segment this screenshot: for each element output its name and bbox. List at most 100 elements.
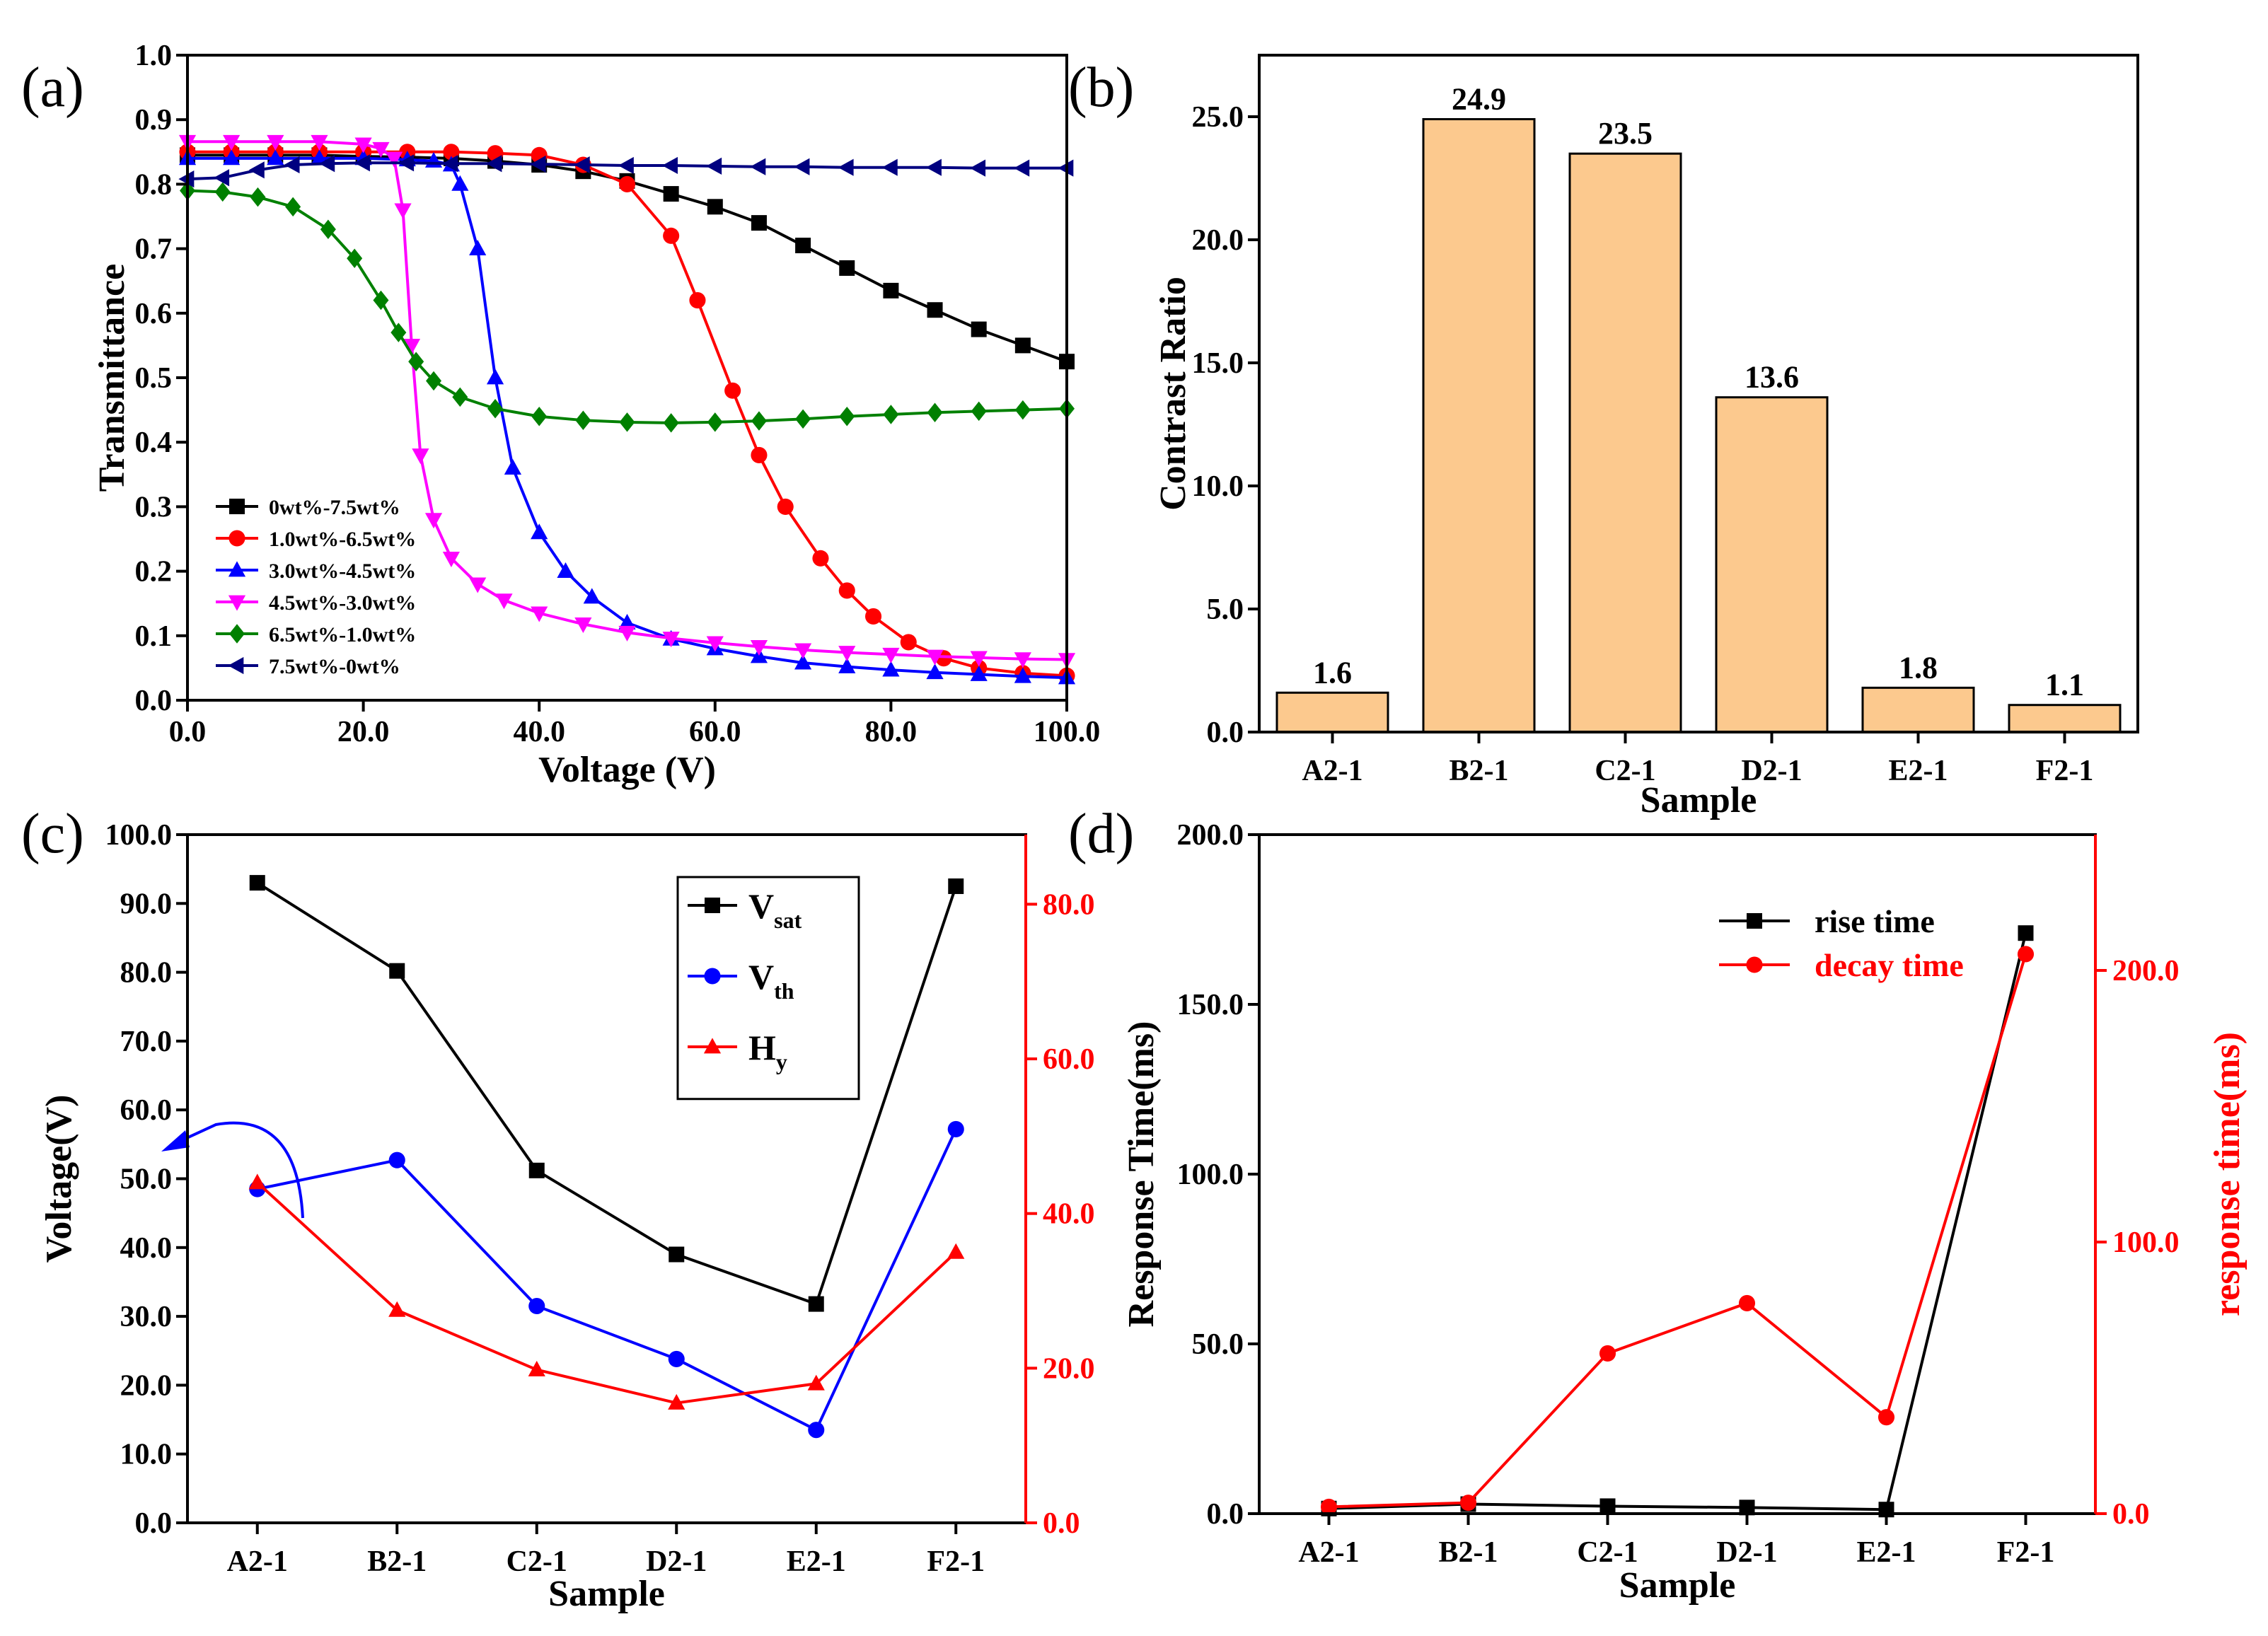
x-axis-a-tick-label: 100.0 — [1034, 716, 1101, 748]
data-point-c-0-1 — [389, 963, 405, 979]
data-point-a-0-18 — [971, 321, 987, 337]
data-point-d-0-3 — [1739, 1499, 1755, 1516]
data-point-a-5-13 — [706, 157, 722, 175]
data-point-a-3-16 — [618, 625, 636, 642]
data-point-a-2-24 — [1014, 667, 1031, 683]
data-point-a-5-19 — [970, 159, 986, 177]
data-point-a-1-18 — [864, 608, 882, 625]
data-point-a-4-10 — [452, 387, 468, 407]
data-point-a-4-11 — [487, 399, 504, 419]
data-point-a-5-7 — [442, 155, 458, 173]
data-point-c-1-5 — [947, 1120, 964, 1137]
bar-value-label: 1.1 — [2045, 668, 2084, 702]
legend-marker-c-0 — [705, 898, 720, 913]
data-point-a-2-8 — [451, 175, 469, 191]
x-axis-a-tick-label: 0.0 — [169, 716, 207, 748]
data-point-c-0-3 — [669, 1246, 685, 1263]
data-point-a-4-19 — [839, 406, 855, 427]
data-point-a-3-3 — [311, 134, 328, 151]
x-axis-title-b: Sample — [1641, 780, 1757, 820]
data-point-c-0-2 — [528, 1162, 545, 1178]
data-point-a-2-2 — [267, 149, 284, 166]
y2-axis-c-tick-label: 20.0 — [1043, 1352, 1095, 1385]
legend-marker-a-0 — [229, 499, 245, 514]
x-axis-d-xtick-label: F2-1 — [1997, 1536, 2055, 1569]
legend-marker-a-2 — [228, 561, 246, 577]
y-axis-b-tick-label: 0.0 — [1207, 717, 1244, 749]
x-axis-title-d: Sample — [1619, 1565, 1736, 1606]
y-axis-a-tick-label: 0.5 — [135, 362, 173, 395]
legend-label-a-1: 1.0wt%-6.5wt% — [269, 528, 416, 551]
data-point-a-1-17 — [838, 582, 855, 599]
data-point-a-4-12 — [531, 406, 548, 427]
annotation-arrowhead — [161, 1130, 190, 1151]
y-axis-d-tick-label: 150.0 — [1177, 989, 1244, 1021]
data-point-a-3-7 — [394, 203, 412, 219]
data-point-a-1-10 — [618, 175, 636, 192]
data-point-a-2-21 — [882, 661, 900, 677]
y-axis-b-tick-label: 10.0 — [1192, 470, 1244, 503]
plot-frame-b — [1258, 54, 2139, 733]
data-point-a-2-10 — [486, 369, 504, 385]
data-point-a-4-8 — [408, 352, 424, 371]
panel-a-label: (a) — [21, 57, 84, 119]
series-c-vth — [249, 1120, 964, 1439]
y2-axis-d-tick-label: 100.0 — [2112, 1226, 2180, 1259]
series-a-5 — [178, 154, 1074, 188]
x-axis-b-xtick-label: B2-1 — [1450, 755, 1509, 787]
bar-f2-1 — [2008, 704, 2122, 733]
data-point-a-0-12 — [707, 199, 723, 215]
data-point-c-2-0 — [248, 1173, 266, 1190]
x-axis-d-xtick-label: E2-1 — [1857, 1536, 1916, 1569]
x-axis-a-tick-label: 40.0 — [513, 716, 565, 748]
x-axis-b-xtick-label: A2-1 — [1302, 755, 1362, 787]
data-point-c-2-2 — [528, 1360, 545, 1376]
panel-c-voltage-chart: 0.0 10.0 20.0 30.0 40.0 50.0 60.0 70.0 80.0 90.0 1… — [39, 819, 1095, 1614]
series-line-c-1 — [257, 1128, 958, 1432]
legend-marker-c-1 — [704, 968, 721, 985]
bar-value-label: 13.6 — [1745, 360, 1799, 395]
x-axis-a-tick-label: 80.0 — [865, 716, 918, 748]
legend-label-c-0: Vsat — [748, 886, 802, 933]
data-point-d-1-5 — [2017, 946, 2035, 963]
data-point-a-3-10 — [424, 513, 443, 529]
series-line-c-0 — [256, 881, 958, 1306]
data-point-a-3-25 — [1014, 652, 1031, 668]
x-axis-b-xtick-label: C2-1 — [1595, 755, 1655, 787]
y2-axis-c-tick-label: 40.0 — [1043, 1198, 1095, 1231]
series-line-a-2 — [187, 156, 1068, 680]
data-point-a-3-22 — [882, 647, 900, 663]
x-axis-d-xtick-label: B2-1 — [1439, 1536, 1498, 1569]
data-point-a-4-20 — [883, 405, 899, 424]
y-axis-b-tick-label: 25.0 — [1192, 101, 1244, 134]
data-point-d-0-5 — [2018, 925, 2034, 941]
y-axis-a-tick-label: 0.1 — [135, 620, 173, 653]
bar-a2-1 — [1275, 691, 1389, 733]
y-axis-d-tick-label: 50.0 — [1192, 1328, 1244, 1361]
bar-e2-1 — [1861, 686, 1975, 733]
legend-label-d-0: rise time — [1815, 903, 1935, 939]
y-axis-title-d: Response Time(ms) — [1121, 1021, 1162, 1328]
panel-d-label: (d) — [1068, 803, 1134, 865]
data-point-a-3-24 — [970, 651, 988, 667]
data-point-a-5-9 — [530, 156, 546, 173]
data-point-a-0-19 — [1014, 337, 1031, 354]
data-point-a-3-11 — [442, 552, 460, 568]
legend-marker-a-3 — [228, 595, 246, 611]
data-point-c-1-1 — [388, 1151, 405, 1168]
y2-axis-d-tick-label: 200.0 — [2112, 955, 2180, 987]
data-point-a-5-1 — [214, 169, 230, 187]
panel-c-label: (c) — [21, 803, 84, 865]
bar-value-label: 24.9 — [1452, 81, 1506, 116]
data-point-a-4-3 — [285, 197, 301, 217]
legend-box-c — [676, 876, 860, 1101]
y2-axis-c-tick-label: 0.0 — [1043, 1507, 1080, 1540]
data-point-c-0-0 — [249, 875, 265, 891]
data-point-a-3-23 — [926, 649, 944, 666]
data-point-a-5-20 — [1014, 159, 1030, 177]
y-axis-c-tick-label: 80.0 — [120, 957, 173, 990]
data-point-d-1-0 — [1320, 1498, 1338, 1515]
data-point-d-0-2 — [1599, 1498, 1616, 1514]
y-axis-a-tick-label: 0.3 — [135, 491, 173, 523]
